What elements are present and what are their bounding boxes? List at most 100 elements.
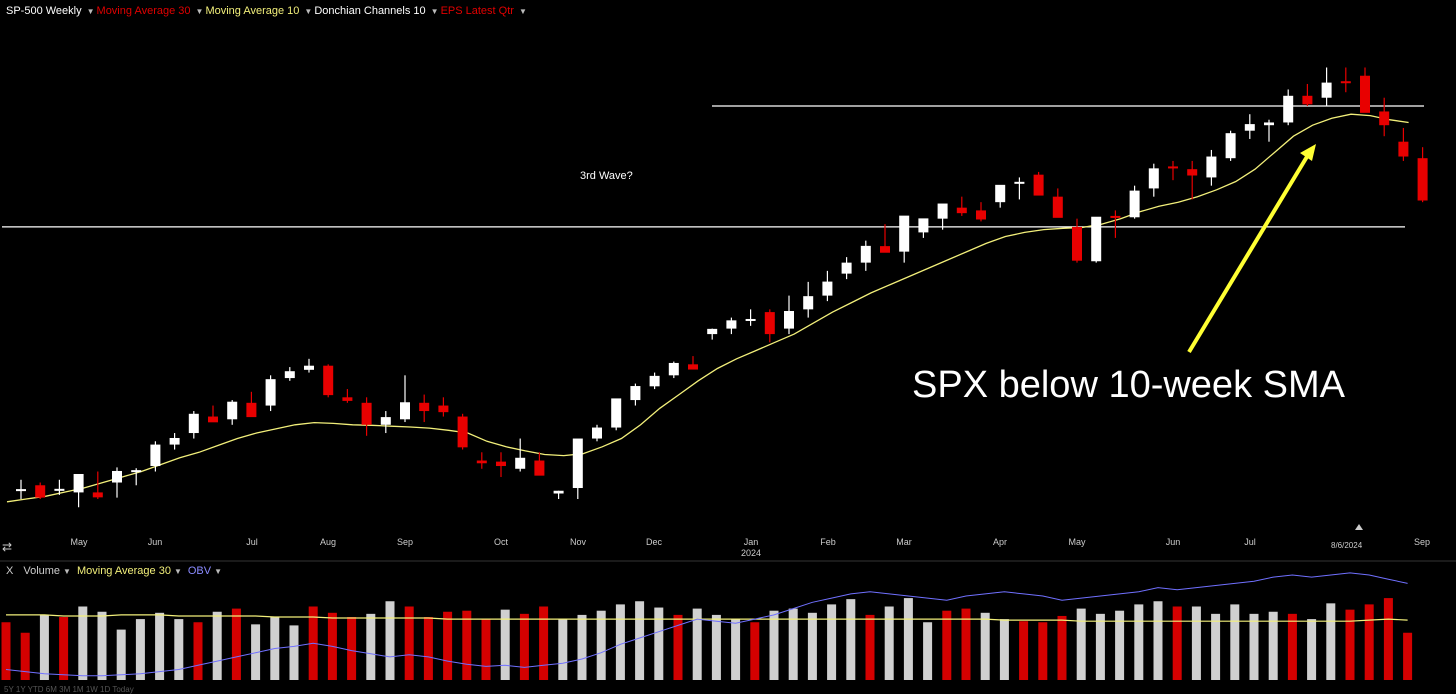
dropdown-caret-icon[interactable]: ▼ <box>86 7 95 16</box>
candle <box>822 281 833 296</box>
x-tick-label: Jul <box>246 537 258 547</box>
volume-bar <box>231 608 241 680</box>
candle <box>1033 174 1044 196</box>
timeframe-strip[interactable]: 5Y 1Y YTD 6M 3M 1M 1W 1D Today <box>4 685 134 694</box>
volume-bar <box>1038 622 1048 680</box>
candle <box>188 413 199 434</box>
chart-legend: SP-500 Weekly ▼ Moving Average 30 ▼ Moving A… <box>6 5 529 17</box>
legend-item-0[interactable]: SP-500 Weekly <box>6 5 82 17</box>
volume-legend-item-1[interactable]: Volume <box>23 565 61 577</box>
x-tick-label: Apr <box>993 537 1007 547</box>
volume-bar <box>1057 615 1067 680</box>
candle <box>1264 122 1274 126</box>
candle <box>841 262 852 274</box>
candle <box>419 402 430 412</box>
candle <box>1225 133 1236 159</box>
legend-item-4[interactable]: EPS Latest Qtr <box>440 5 514 17</box>
volume-bar <box>59 617 69 680</box>
annotation-arrowhead <box>1300 144 1316 161</box>
candle <box>515 457 526 469</box>
moving-average-10-line <box>6 113 1409 503</box>
volume-bar <box>1268 611 1278 680</box>
candle <box>899 215 910 252</box>
candle <box>16 489 26 492</box>
volume-bar <box>577 614 587 680</box>
volume-bar <box>807 612 817 680</box>
candle <box>1091 216 1102 262</box>
volume-bar <box>251 624 261 680</box>
volume-legend-item-2[interactable]: Moving Average 30 <box>76 565 171 577</box>
volume-bar <box>193 622 203 680</box>
dropdown-caret-icon[interactable]: ▼ <box>214 567 223 576</box>
candle <box>976 210 986 220</box>
legend-item-3[interactable]: Donchian Channels 10 <box>314 5 426 17</box>
annotation-3rd-wave: 3rd Wave? <box>580 170 633 182</box>
dropdown-caret-icon[interactable]: ▼ <box>63 567 71 576</box>
candle <box>1110 215 1121 218</box>
volume-bar <box>1364 604 1374 680</box>
volume-bar <box>558 619 568 680</box>
candle <box>476 460 487 464</box>
candle <box>1206 156 1217 178</box>
volume-bar <box>481 619 491 680</box>
volume-bar <box>999 619 1009 680</box>
candle <box>265 379 276 406</box>
candle <box>630 386 641 401</box>
scroll-marker-icon <box>1355 524 1363 530</box>
candle <box>572 438 583 489</box>
candle <box>592 427 602 439</box>
volume-bar <box>116 629 126 680</box>
volume-legend-item-3[interactable]: OBV <box>187 565 212 577</box>
candle <box>880 246 890 253</box>
x-tick-label: Aug <box>320 537 336 547</box>
volume-legend-item-0[interactable]: X <box>6 565 14 577</box>
x-tick-label: Jan <box>744 537 759 547</box>
volume-bar <box>1115 610 1125 680</box>
candle <box>1379 111 1390 126</box>
dropdown-caret-icon[interactable]: ▼ <box>518 7 527 16</box>
x-tick-label: Nov <box>570 537 587 547</box>
candle <box>361 402 372 425</box>
candle <box>150 444 161 467</box>
legend-item-2[interactable]: Moving Average 10 <box>205 5 300 17</box>
candle <box>1244 124 1255 131</box>
volume-bar <box>596 610 606 680</box>
volume-bar <box>923 622 933 680</box>
volume-bar <box>1 622 11 680</box>
candle <box>956 207 967 214</box>
volume-bar <box>1172 606 1182 680</box>
volume-bar <box>903 598 913 680</box>
volume-bar <box>1095 613 1105 680</box>
volume-bar <box>212 611 222 680</box>
dropdown-caret-icon[interactable]: ▼ <box>304 7 313 16</box>
candle <box>54 488 65 491</box>
volume-bar <box>1249 613 1259 680</box>
candle <box>1052 196 1063 218</box>
dropdown-caret-icon[interactable]: ▼ <box>173 567 182 576</box>
volume-bar <box>97 611 107 680</box>
candle <box>1148 168 1159 189</box>
current-date-marker: 8/6/2024 <box>1331 541 1363 550</box>
candle <box>1072 226 1082 261</box>
candle <box>649 375 660 387</box>
link-icon[interactable]: ⇄ <box>2 540 13 554</box>
candle <box>918 218 929 233</box>
candle <box>1321 82 1332 98</box>
legend-item-1[interactable]: Moving Average 30 <box>96 5 191 17</box>
candle <box>764 312 775 335</box>
candle <box>208 416 218 423</box>
volume-bar <box>135 619 145 680</box>
candle <box>1417 158 1428 201</box>
candle <box>688 364 698 370</box>
volume-bar <box>1211 613 1221 680</box>
dropdown-caret-icon[interactable]: ▼ <box>430 7 439 16</box>
volume-bar <box>462 610 472 680</box>
volume-bar <box>769 610 779 680</box>
candle <box>457 416 468 448</box>
x-tick-label: May <box>70 537 88 547</box>
candle <box>1360 75 1370 113</box>
x-tick-label: Jun <box>148 537 163 547</box>
dropdown-caret-icon[interactable]: ▼ <box>195 7 204 16</box>
candle <box>92 492 103 498</box>
